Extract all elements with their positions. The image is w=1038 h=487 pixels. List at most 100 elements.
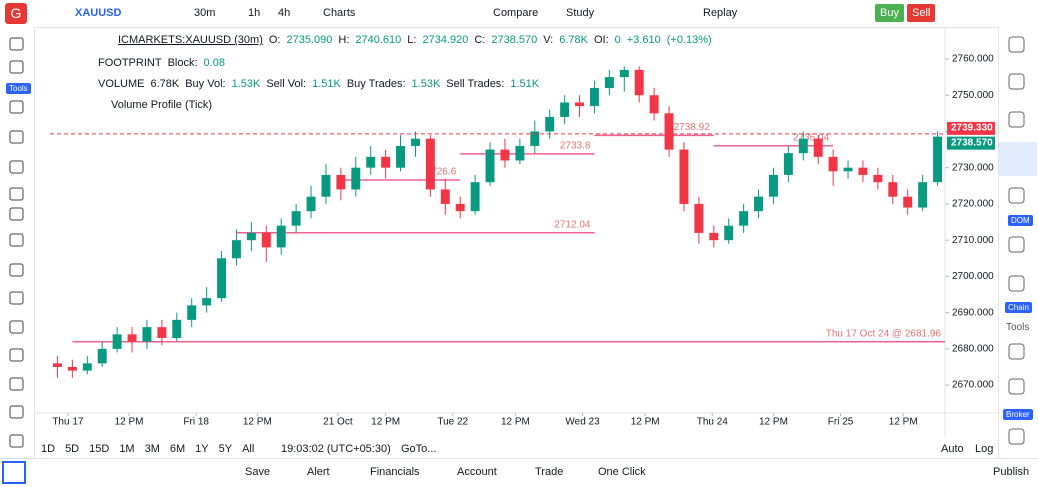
legend-key: V:	[543, 34, 554, 46]
y-tick-label: 2760.000	[952, 54, 994, 65]
tools-label: Tools	[6, 83, 31, 94]
interval[interactable]: 4h	[278, 7, 291, 19]
panel-icon	[1008, 275, 1025, 292]
candle-body	[246, 232, 256, 241]
bottom-button[interactable]: Account	[457, 466, 497, 478]
candle-body	[679, 149, 689, 204]
candle-body	[276, 225, 286, 248]
range-button[interactable]: 1M	[119, 443, 135, 455]
y-tick-label: 2670.000	[952, 380, 994, 391]
legend: ICMARKETS:XAUUSD (30m) O: 2735.090 H: 2740.6…	[118, 34, 712, 46]
y-tick-label: 2750.000	[952, 90, 994, 101]
candle-body	[873, 174, 883, 183]
range-bar: 1D 5D 15D 1M 3M 6M 1Y 5Y All	[41, 443, 254, 455]
candle-body	[97, 348, 107, 364]
indicator-row: FOOTPRINT Block: 0.08	[98, 57, 225, 69]
layout-active	[2, 461, 26, 484]
interval[interactable]: 1h	[248, 7, 261, 19]
tool-icon	[9, 320, 24, 334]
bottom-button[interactable]: One Click	[598, 466, 646, 478]
candle-body	[604, 77, 614, 88]
charts-button[interactable]: Charts	[323, 7, 356, 19]
candle-body	[828, 156, 838, 172]
candle-body	[664, 113, 674, 150]
bottom-button[interactable]: Save	[245, 466, 271, 478]
tool-icon	[9, 405, 24, 419]
range-button[interactable]: All	[242, 443, 255, 455]
level-label: 2738.92	[674, 122, 711, 133]
auto-button[interactable]: Auto	[941, 443, 964, 455]
panel-icon	[1008, 187, 1025, 204]
goto-button[interactable]: GoTo...	[401, 443, 437, 455]
candle-body	[82, 363, 92, 371]
tool-icon	[9, 291, 24, 305]
range-button[interactable]: 6M	[169, 443, 186, 455]
bottom-button[interactable]: Alert	[307, 466, 330, 478]
panel-label[interactable]: DOM	[1008, 215, 1033, 226]
candle-body	[619, 69, 629, 78]
replay-button[interactable]: Replay	[703, 7, 738, 19]
study-button[interactable]: Study	[566, 7, 595, 19]
clock: 19:03:02 (UTC+05:30)	[281, 443, 391, 455]
range-button[interactable]: 3M	[144, 443, 160, 455]
bottom-button[interactable]: Financials	[370, 466, 420, 478]
publish-button[interactable]: Publish	[993, 466, 1030, 478]
legend-change-pct: (+0.13%)	[666, 34, 712, 46]
tool-icon	[9, 130, 24, 144]
x-tick-label: Wed 23	[565, 417, 600, 428]
range-button[interactable]: 1D	[41, 443, 56, 455]
compare-button[interactable]: Compare	[493, 7, 539, 19]
candle-body	[560, 102, 570, 117]
candle-body	[410, 138, 420, 146]
indicator-value: 1.53K	[231, 78, 261, 90]
candle-body	[381, 156, 391, 168]
candle-body	[813, 138, 823, 157]
y-tick-label: 2690.000	[952, 307, 994, 318]
candle-body	[396, 145, 406, 168]
candle-body	[888, 182, 898, 197]
logo[interactable]: G	[5, 3, 27, 24]
candle-body	[202, 298, 212, 306]
panel-label[interactable]: Broker	[1003, 409, 1033, 420]
candle-body	[470, 182, 480, 212]
candle-body	[694, 203, 704, 233]
panel-label[interactable]: Tools	[1006, 322, 1030, 333]
tool-icon	[9, 377, 24, 391]
range-button[interactable]: 5Y	[218, 443, 233, 455]
candle-body	[351, 167, 361, 190]
indicator-key: Sell Vol:	[266, 78, 307, 90]
sell-button[interactable]: Sell	[907, 4, 936, 22]
bottom-button[interactable]: Trade	[535, 466, 564, 478]
x-tick-label: 12 PM	[501, 417, 530, 428]
interval[interactable]: 30m	[194, 7, 216, 19]
right-panel	[998, 27, 1038, 458]
tool-icon	[9, 100, 24, 114]
buy-button[interactable]: Buy	[875, 4, 904, 22]
x-tick-label: Fri 25	[828, 417, 854, 428]
level-label: 2726.6	[426, 167, 457, 178]
indicator-key: Buy Trades:	[346, 78, 406, 90]
price-tag-label: 2739.330	[951, 123, 993, 134]
indicator-name: Volume Profile (Tick)	[111, 99, 213, 111]
y-tick-label: 2730.000	[952, 162, 994, 173]
tool-icon	[9, 60, 24, 74]
legend-key: H:	[338, 34, 350, 46]
y-tick-label: 2720.000	[952, 199, 994, 210]
log-button[interactable]: Log	[975, 443, 994, 455]
candle-body	[231, 240, 241, 259]
range-button[interactable]: 5D	[65, 443, 80, 455]
candle-body	[530, 131, 540, 146]
indicator-name: FOOTPRINT	[98, 57, 162, 69]
legend-key: L:	[407, 34, 417, 46]
range-button[interactable]: 15D	[89, 443, 110, 455]
panel-label[interactable]: Chain	[1005, 302, 1032, 313]
candle-body	[589, 87, 599, 107]
panel-active	[999, 142, 1037, 176]
legend-symbol: ICMARKETS:XAUUSD (30m)	[118, 34, 263, 46]
range-button[interactable]: 1Y	[195, 443, 209, 455]
legend-change: +3.610	[626, 34, 661, 46]
legend-value: 2735.090	[286, 34, 333, 46]
candle-body	[157, 327, 167, 338]
